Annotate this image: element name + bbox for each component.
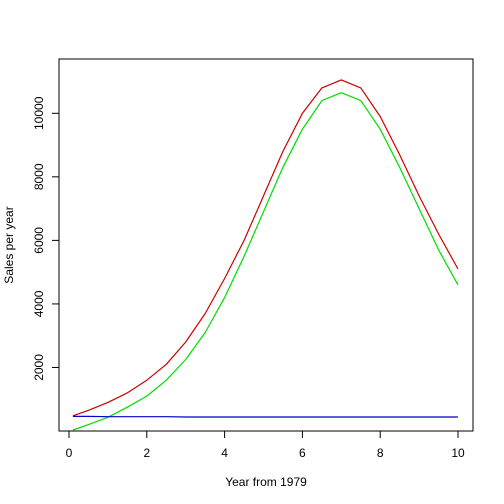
x-tick-label: 2 xyxy=(143,446,150,460)
y-axis: 2000 4000 6000 8000 10000 xyxy=(32,96,59,381)
series-line-2 xyxy=(72,92,459,431)
y-axis-label: Sales per year xyxy=(2,206,16,283)
plot-frame xyxy=(58,58,474,432)
series-line-1 xyxy=(72,79,459,417)
y-tick-label: 2000 xyxy=(32,354,46,381)
y-tick-label: 4000 xyxy=(32,290,46,317)
x-tick-label: 8 xyxy=(377,446,384,460)
y-tick-label: 10000 xyxy=(32,96,46,130)
x-tick-label: 6 xyxy=(299,446,306,460)
y-tick-label: 6000 xyxy=(32,227,46,254)
x-axis: 0 2 4 6 8 10 xyxy=(66,431,465,460)
x-tick-label: 10 xyxy=(451,446,465,460)
x-tick-label: 0 xyxy=(66,446,73,460)
series-line-3 xyxy=(72,415,458,418)
plot-lines xyxy=(72,79,459,431)
x-axis-label: Year from 1979 xyxy=(225,475,307,489)
x-tick-label: 4 xyxy=(221,446,228,460)
y-tick-label: 8000 xyxy=(32,163,46,190)
